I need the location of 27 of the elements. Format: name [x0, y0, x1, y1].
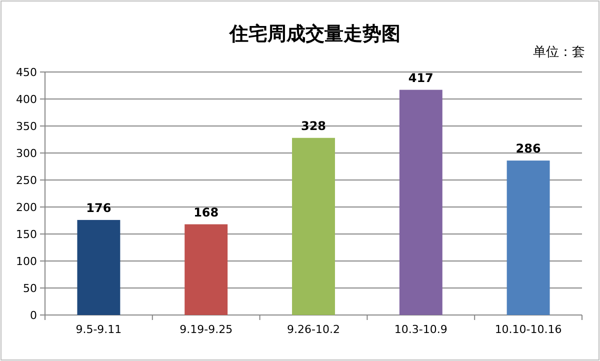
y-tick-label: 450: [16, 66, 37, 79]
y-tick-label: 200: [16, 201, 37, 214]
y-tick-label: 0: [30, 309, 37, 322]
data-label: 168: [194, 205, 219, 220]
x-tick-label: 10.10-10.16: [494, 323, 562, 336]
x-tick-label: 10.3-10.9: [394, 323, 448, 336]
x-tick-label: 9.19-9.25: [180, 323, 233, 336]
y-tick-label: 150: [16, 228, 37, 241]
data-label: 176: [86, 200, 112, 215]
bar: [292, 138, 335, 315]
y-tick-label: 300: [16, 147, 37, 160]
data-label: 328: [300, 118, 326, 133]
bar: [184, 224, 228, 315]
x-tick-label: 9.5-9.11: [76, 323, 122, 336]
y-tick-label: 250: [16, 174, 37, 187]
x-tick-label: 9.26-10.2: [287, 323, 340, 336]
bar: [506, 160, 550, 315]
y-tick-label: 50: [23, 282, 37, 295]
bar: [77, 220, 120, 315]
text: 单位：套: [533, 45, 585, 60]
y-tick-label: 100: [16, 255, 37, 268]
chart-title: 住宅周成交量走势图: [228, 23, 400, 45]
y-tick-label: 400: [16, 93, 37, 106]
bar: [399, 90, 442, 315]
y-tick-label: 350: [16, 120, 37, 133]
data-label: 417: [408, 70, 434, 85]
data-label: 286: [516, 142, 541, 156]
